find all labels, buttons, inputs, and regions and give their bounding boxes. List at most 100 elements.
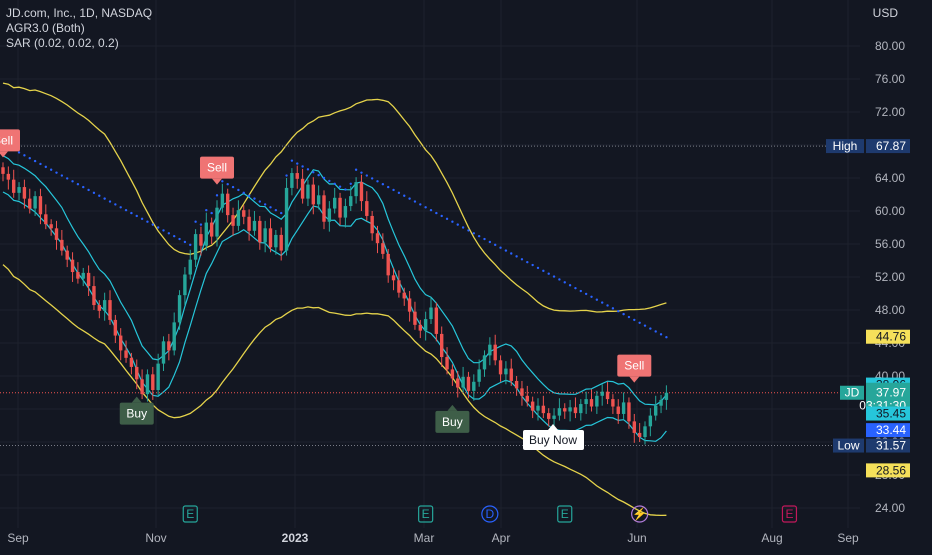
sar-dot (659, 333, 663, 336)
sar-dot (156, 226, 160, 229)
buy-now-pointer (548, 424, 558, 430)
sar-dot (552, 275, 556, 278)
candle-body (386, 253, 390, 276)
price-tag-name: Low (837, 439, 859, 453)
price-tag-value: 28.56 (876, 463, 906, 477)
sar-dot (226, 182, 229, 186)
sar-dot (408, 197, 411, 200)
x-tick-label: 2023 (282, 531, 309, 545)
indicator-agr[interactable]: AGR3.0 (Both) (6, 21, 85, 35)
candle-body (627, 402, 631, 422)
candle-body (22, 187, 27, 199)
indicator-sar[interactable]: SAR (0.02, 0.02, 0.2) (6, 36, 119, 50)
candle-body (579, 404, 583, 414)
x-tick-label: Nov (145, 531, 166, 545)
sar-dot (584, 292, 588, 296)
sar-dot (242, 191, 245, 195)
sar-dot (178, 237, 181, 241)
candle-body (568, 407, 572, 412)
sar-dot (103, 197, 106, 200)
sar-dot (130, 211, 133, 215)
chart-legend: JD.com, Inc., 1D, NASDAQ AGR3.0 (Both) S… (6, 6, 152, 51)
sar-dot (263, 203, 267, 206)
buy-now-tooltip (523, 430, 584, 450)
candle-body (92, 286, 96, 306)
event-marker-label: E (186, 507, 194, 521)
sar-dot (354, 168, 358, 171)
candle-body (595, 395, 599, 407)
candle-body (33, 196, 37, 209)
sar-dot (531, 263, 534, 267)
sar-dot (558, 278, 561, 281)
event-marker-label: E (561, 507, 569, 521)
sar-dot (322, 176, 326, 180)
price-tag-band_lower (866, 463, 910, 478)
candle-body (482, 355, 487, 370)
sell-signal-pointer (629, 376, 640, 383)
sar-dot (92, 191, 96, 195)
sar-dot (456, 223, 459, 226)
symbol-title[interactable]: JD.com, Inc., 1D, NASDAQ (6, 6, 153, 20)
candle-body (563, 408, 567, 412)
candle-body (49, 224, 53, 229)
earnings-marker (781, 505, 798, 523)
sar-dot (649, 327, 652, 330)
candle-body (461, 376, 465, 388)
candle-body (359, 182, 364, 202)
currency-label[interactable]: USD (872, 6, 898, 20)
candle-body (611, 399, 615, 407)
candle-body (514, 380, 519, 389)
sar-dot (210, 211, 213, 215)
sar-dot (290, 159, 294, 162)
dividend-marker (481, 505, 499, 523)
candle-body (81, 272, 85, 279)
sar-dot (124, 208, 128, 212)
sar-dot (151, 223, 154, 226)
y-tick-label: 60.00 (875, 204, 905, 218)
candle-body (402, 292, 406, 299)
sar-dot (237, 188, 240, 192)
candle-body (306, 184, 310, 199)
sar-dot (419, 203, 422, 206)
buy-signal-pointer (447, 404, 458, 411)
candle-body (664, 392, 669, 400)
candle-body (632, 421, 636, 433)
y-tick-label: 52.00 (875, 270, 905, 284)
sar-dot (397, 191, 401, 195)
sar-dot (488, 240, 492, 244)
sell-signal-pointer (0, 151, 8, 158)
sar-dot (312, 171, 315, 174)
candle-body (541, 405, 546, 414)
sar-dot (568, 284, 572, 287)
sar-dot (33, 159, 37, 163)
price-tag-sar (866, 423, 910, 438)
candle-body (327, 208, 332, 222)
y-tick-label: 64.00 (875, 171, 905, 185)
candle-body (450, 369, 455, 379)
sar-dot (55, 171, 58, 174)
candle-body (552, 415, 556, 419)
sar-dot (306, 168, 310, 171)
sar-dot (643, 324, 647, 327)
sar-dot (536, 266, 540, 270)
candle-body (466, 376, 471, 391)
sar-dot (269, 206, 272, 209)
earnings-marker (418, 505, 434, 523)
candle-body (215, 207, 219, 237)
x-tick-label: Sep (837, 531, 859, 545)
sar-dot (360, 171, 363, 174)
sar-dot (23, 154, 26, 157)
candle-body (220, 193, 225, 208)
candle-body (183, 274, 187, 296)
candle-body (279, 234, 283, 251)
sar-dot (87, 188, 90, 192)
candle-body (600, 391, 604, 396)
x-tick-label: Apr (492, 531, 511, 545)
candle-body (167, 341, 171, 351)
candle-body (54, 228, 59, 240)
sar-dot (60, 174, 64, 177)
candle-body (504, 368, 508, 375)
candle-body (129, 357, 134, 367)
